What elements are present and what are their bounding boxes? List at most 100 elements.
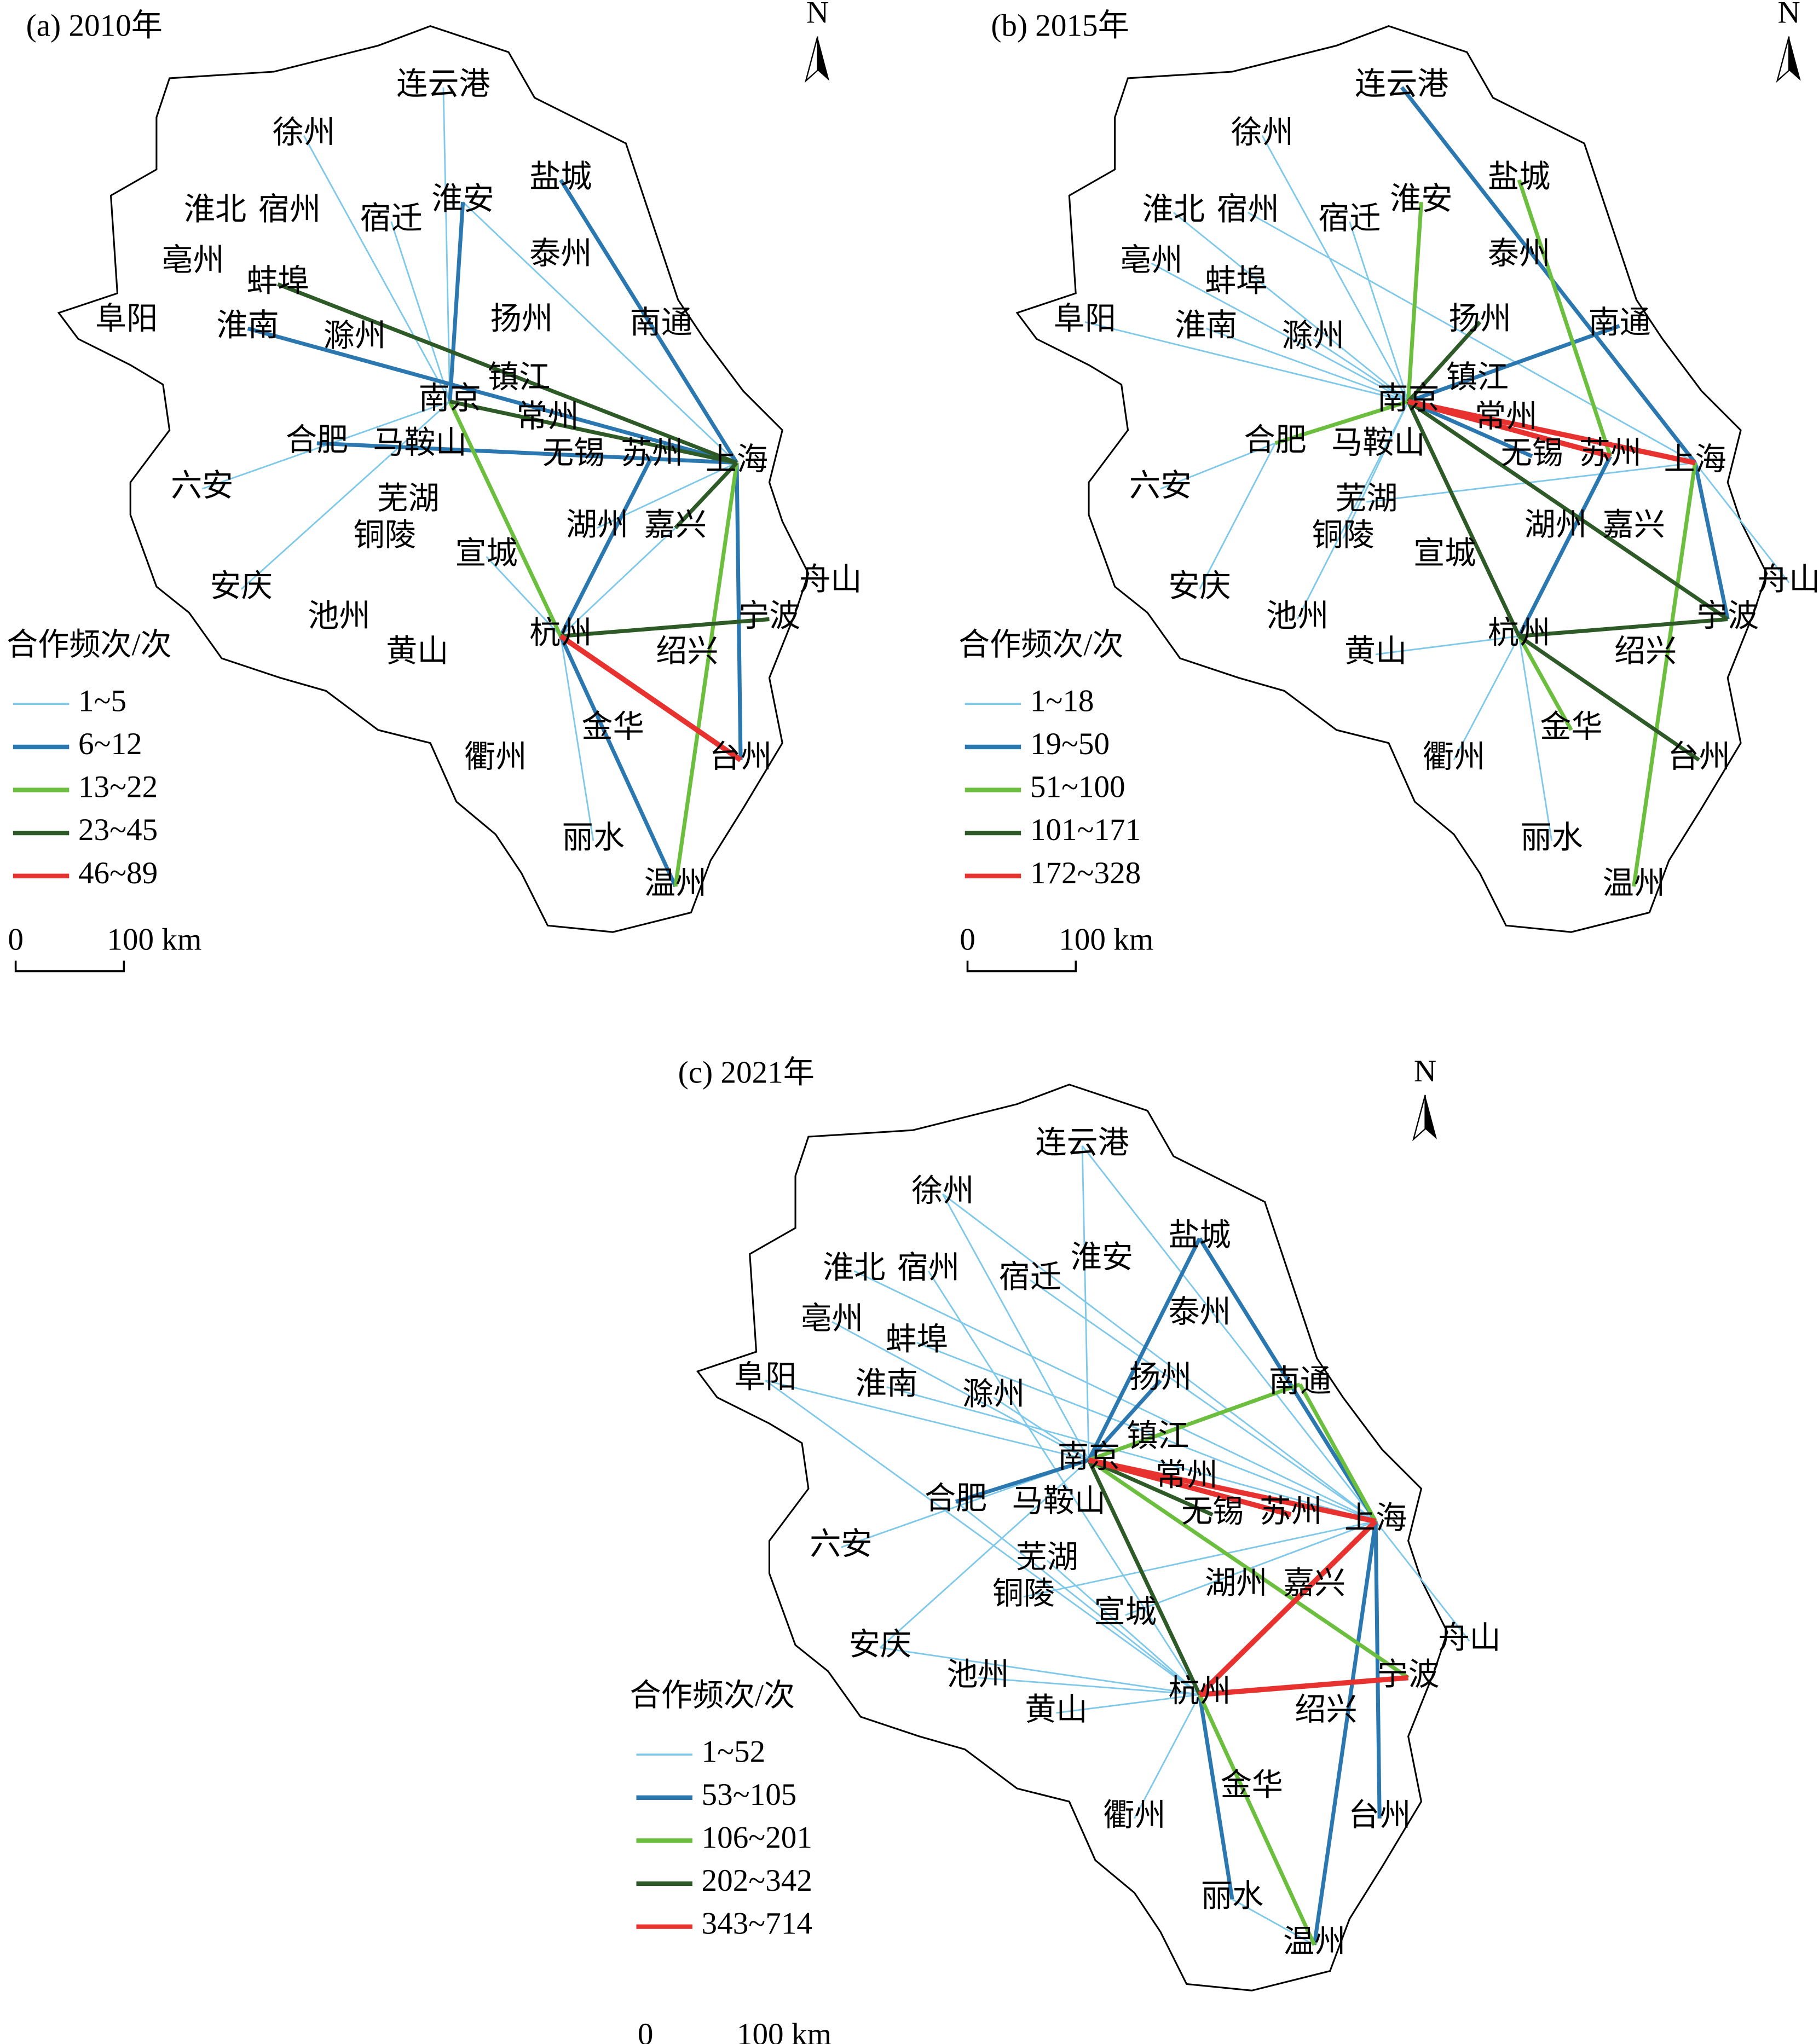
city-label: 杭州 — [1488, 616, 1550, 651]
city-label: 宁波 — [1377, 1658, 1439, 1692]
city-label: 衢州 — [1103, 1798, 1165, 1833]
city-label: 上海 — [1344, 1501, 1407, 1536]
legend-label: 46~89 — [78, 856, 158, 890]
city-label: 湖州 — [1525, 508, 1587, 542]
city-label: 宿迁 — [1318, 201, 1381, 236]
city-label: 苏州 — [621, 436, 683, 471]
panel-title: (c) 2021年 — [678, 1055, 815, 1090]
cooperation-link — [462, 201, 737, 464]
cooperation-link — [486, 556, 562, 637]
city-label: 六安 — [810, 1527, 872, 1562]
city-label: 舟山 — [799, 563, 862, 597]
city-label: 湖州 — [1205, 1566, 1267, 1601]
city-label: 盐城 — [1168, 1218, 1231, 1253]
city-label: 泰州 — [529, 236, 592, 271]
cooperation-link — [955, 1458, 1090, 1504]
legend-label: 172~328 — [1030, 856, 1141, 890]
cooperation-link — [1023, 1520, 1376, 1598]
cooperation-link — [1400, 86, 1697, 464]
cooperation-link — [1453, 635, 1520, 761]
city-label: 安庆 — [210, 569, 273, 604]
city-label: 台州 — [1668, 740, 1730, 774]
cooperation-link — [1407, 399, 1729, 621]
north-arrow — [1789, 36, 1801, 81]
cooperation-link — [1694, 462, 1790, 583]
city-label: 上海 — [1664, 443, 1726, 477]
city-label: 宣城 — [455, 536, 517, 571]
city-label: 铜陵 — [354, 518, 416, 553]
city-label: 舟山 — [1758, 563, 1819, 597]
city-label: 镇江 — [1127, 1419, 1189, 1454]
city-label: 无锡 — [542, 436, 605, 471]
cooperation-link — [879, 1459, 1089, 1648]
city-label: 绍兴 — [656, 634, 718, 669]
cooperation-link — [1087, 1379, 1162, 1462]
cooperation-link — [1517, 179, 1613, 457]
city-label: 连云港 — [1355, 67, 1448, 102]
scale-label: 100 km — [107, 922, 201, 957]
cooperation-link — [1247, 212, 1696, 464]
city-label: 宿州 — [1216, 192, 1279, 227]
cooperation-link — [1030, 1279, 1376, 1522]
city-label: 丽水 — [1520, 821, 1583, 855]
city-label: 嘉兴 — [1283, 1566, 1346, 1601]
city-label: 池州 — [308, 599, 370, 634]
cooperation-link — [1198, 1519, 1378, 1697]
cooperation-link — [316, 441, 737, 465]
cooperation-link — [1084, 321, 1408, 403]
legend-label: 53~105 — [702, 1777, 797, 1812]
city-label: 温州 — [1283, 1925, 1346, 1959]
cooperation-link — [1160, 442, 1276, 490]
city-label: 蚌埠 — [885, 1323, 948, 1357]
city-label: 金华 — [1221, 1768, 1283, 1803]
city-label: 杭州 — [1168, 1675, 1231, 1709]
legend-label: 6~12 — [78, 727, 142, 761]
city-label: 杭州 — [529, 616, 592, 651]
city-label: 淮安 — [1390, 182, 1452, 216]
cooperation-link — [1312, 1521, 1378, 1945]
city-label: 芜湖 — [1016, 1540, 1078, 1574]
city-label: 扬州 — [1448, 302, 1511, 336]
legend-title: 合作频次/次 — [7, 628, 172, 662]
city-label: 常州 — [1475, 399, 1537, 434]
cooperation-link — [1693, 462, 1730, 620]
cooperation-link — [303, 135, 451, 402]
city-label: 池州 — [946, 1658, 1009, 1692]
cooperation-link — [853, 1270, 1376, 1522]
cooperation-link — [277, 282, 738, 465]
city-label: 合肥 — [1244, 423, 1306, 458]
region-outline — [57, 25, 810, 933]
cooperation-link — [735, 462, 743, 760]
cooperation-link — [1205, 327, 1409, 403]
scale-zero: 0 — [8, 922, 24, 957]
city-label: 南通 — [1588, 306, 1650, 340]
cooperation-link — [390, 221, 451, 402]
city-label: 嘉兴 — [1603, 508, 1665, 542]
legend-label: 19~50 — [1030, 727, 1110, 761]
cooperation-link — [1261, 135, 1409, 402]
city-label: 合肥 — [925, 1481, 987, 1516]
cooperation-link — [559, 634, 742, 762]
cooperation-link — [978, 1677, 1200, 1696]
cooperation-link — [1312, 338, 1409, 402]
city-label: 南京 — [419, 381, 481, 416]
cooperation-link — [1198, 1237, 1378, 1522]
city-label: 无锡 — [1501, 436, 1563, 471]
north-arrow — [1425, 1095, 1437, 1139]
cooperation-link — [448, 401, 563, 637]
city-label: 上海 — [706, 443, 768, 477]
cooperation-link — [442, 87, 451, 402]
cooperation-link — [559, 636, 594, 841]
cooperation-link — [1407, 399, 1696, 466]
cooperation-link — [955, 1501, 1200, 1695]
city-label: 宿迁 — [360, 201, 422, 236]
city-label: 徐州 — [911, 1174, 974, 1208]
cooperation-link — [765, 1380, 1200, 1695]
cooperation-link — [880, 1647, 1200, 1696]
cooperation-link — [449, 399, 737, 465]
cooperation-link — [1375, 635, 1520, 656]
city-label: 苏州 — [1260, 1495, 1322, 1529]
city-label: 温州 — [1603, 866, 1665, 901]
city-label: 绍兴 — [1614, 634, 1677, 669]
cooperation-link — [1197, 1694, 1234, 1900]
